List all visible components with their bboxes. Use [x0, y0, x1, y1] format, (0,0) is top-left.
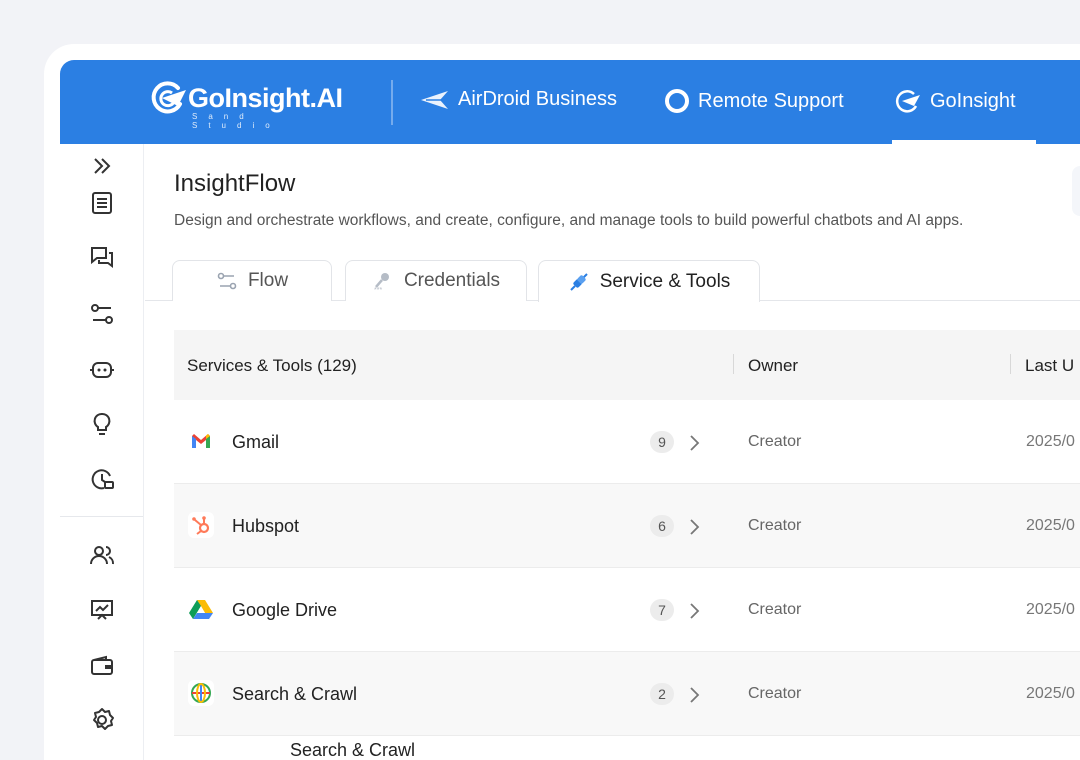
goinsight-icon	[895, 90, 920, 113]
tool-count-badge: 2	[650, 683, 674, 705]
hubspot-icon	[188, 512, 214, 538]
key-icon: ***	[374, 273, 389, 292]
table-row[interactable]: Google Drive 7 Creator 2025/0	[174, 568, 1080, 652]
table-header: Services & Tools (129) Owner Last U	[174, 330, 1080, 400]
plug-icon	[569, 272, 588, 291]
workflow-icon[interactable]	[89, 301, 115, 327]
lightbulb-icon[interactable]	[89, 411, 115, 437]
table-row[interactable]: Search & Crawl 2 Creator 2025/0	[174, 652, 1080, 736]
app-window	[44, 44, 1080, 760]
tool-count-badge: 7	[650, 599, 674, 621]
chat-icon[interactable]	[89, 244, 115, 270]
column-resizer[interactable]	[733, 354, 734, 374]
column-header-owner[interactable]: Owner	[748, 356, 799, 375]
top-navigation-bar: GoInsight.AI Sand Studio AirDroid Busine…	[60, 60, 1080, 144]
nav-goinsight[interactable]: GoInsight	[894, 88, 1016, 114]
header-action-button[interactable]	[1072, 166, 1080, 216]
chevron-right-icon[interactable]	[688, 602, 700, 620]
nav-label: GoInsight	[930, 89, 1016, 112]
logo-text: GoInsight.AI	[188, 82, 343, 113]
robot-icon[interactable]	[89, 356, 115, 382]
presentation-icon[interactable]	[89, 597, 115, 623]
chevron-right-icon[interactable]	[688, 518, 700, 536]
users-icon[interactable]	[89, 542, 115, 568]
tab-label: Credentials	[403, 270, 501, 291]
divider	[391, 80, 393, 125]
tab-label: Service & Tools	[599, 270, 731, 292]
service-name: Search & Crawl	[232, 684, 358, 704]
gear-icon[interactable]	[89, 707, 115, 733]
tab-credentials[interactable]: *** Credentials	[345, 260, 527, 301]
service-name: Google Drive	[232, 600, 338, 620]
svg-text:***: ***	[374, 287, 382, 292]
owner: Creator	[748, 517, 802, 534]
table-row[interactable]: Hubspot 6 Creator 2025/0	[174, 484, 1080, 568]
document-icon[interactable]	[89, 190, 115, 216]
nav-remote-support[interactable]: Remote Support	[664, 88, 844, 114]
expand-icon[interactable]	[89, 154, 115, 180]
history-icon[interactable]	[89, 466, 115, 492]
goinsight-logo[interactable]: GoInsight.AI Sand Studio	[148, 78, 343, 130]
column-resizer[interactable]	[1010, 354, 1011, 374]
sub-row-label[interactable]: Search & Crawl	[290, 740, 416, 760]
owner: Creator	[748, 433, 802, 450]
tab-flow[interactable]: Flow	[172, 260, 332, 301]
chevron-right-icon[interactable]	[688, 686, 700, 704]
logo-subtext: Sand Studio	[192, 112, 281, 130]
globe-icon	[188, 680, 214, 706]
tab-label: Flow	[247, 270, 289, 291]
owner: Creator	[748, 601, 802, 618]
nav-label: AirDroid Business	[458, 88, 617, 110]
paper-plane-icon	[421, 90, 448, 109]
column-header-last-updated[interactable]: Last U	[1025, 356, 1075, 375]
wallet-icon[interactable]	[89, 653, 115, 679]
page-description: Design and orchestrate workflows, and cr…	[174, 212, 964, 229]
column-header-services[interactable]: Services & Tools (129)	[187, 356, 357, 375]
goinsight-logo-icon	[151, 81, 186, 114]
chevron-right-icon[interactable]	[688, 434, 700, 452]
last-updated: 2025/0	[1026, 685, 1075, 702]
active-nav-indicator	[892, 140, 1036, 144]
gmail-icon	[188, 428, 214, 454]
service-name: Gmail	[232, 432, 280, 452]
tool-count-badge: 6	[650, 515, 674, 537]
owner: Creator	[748, 685, 802, 702]
lifebuoy-icon	[665, 89, 689, 113]
flow-icon	[217, 272, 237, 290]
service-name: Hubspot	[232, 516, 300, 536]
sidebar	[60, 144, 144, 760]
tool-count-badge: 9	[650, 431, 674, 453]
tab-service-tools[interactable]: Service & Tools	[538, 260, 760, 302]
nav-label: Remote Support	[698, 89, 844, 112]
last-updated: 2025/0	[1026, 601, 1075, 618]
nav-airdroid-business[interactable]: AirDroid Business	[420, 88, 617, 111]
table-row[interactable]: Gmail 9 Creator 2025/0	[174, 400, 1080, 484]
last-updated: 2025/0	[1026, 517, 1075, 534]
sidebar-divider	[60, 516, 143, 517]
page-title: InsightFlow	[174, 170, 296, 197]
last-updated: 2025/0	[1026, 433, 1075, 450]
google-drive-icon	[188, 596, 214, 622]
